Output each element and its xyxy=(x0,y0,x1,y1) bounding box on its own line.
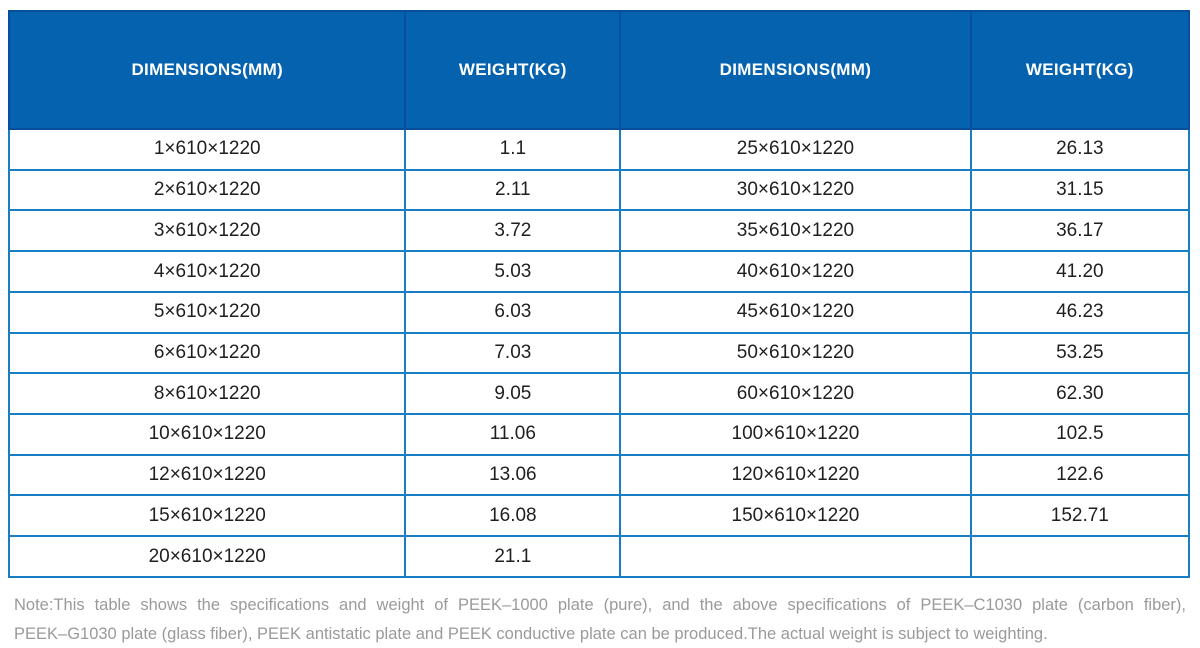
dimensions-cell: 100×610×1220 xyxy=(619,413,972,456)
weight-cell: 1.1 xyxy=(404,128,622,171)
dimensions-cell: 4×610×1220 xyxy=(7,250,407,293)
weight-cell: 31.15 xyxy=(969,168,1191,212)
table-row: 5×610×1220 6.03 45×610×1220 46.23 xyxy=(7,290,1191,334)
table-row: 4×610×1220 5.03 40×610×1220 41.20 xyxy=(7,250,1191,293)
dimensions-cell: 8×610×1220 xyxy=(7,372,407,416)
dimensions-cell: 2×610×1220 xyxy=(7,168,407,212)
header-dimensions-right: DIMENSIONS(MM) xyxy=(619,10,972,130)
weight-cell xyxy=(969,535,1191,578)
dimensions-cell: 3×610×1220 xyxy=(7,209,407,253)
weight-cell: 11.06 xyxy=(404,413,622,456)
weight-cell: 122.6 xyxy=(969,453,1191,497)
weight-cell: 9.05 xyxy=(404,372,622,416)
dimensions-cell: 10×610×1220 xyxy=(7,413,407,456)
weight-cell: 2.11 xyxy=(404,168,622,212)
note-line-2: PEEK–G1030 plate (glass fiber), PEEK ant… xyxy=(14,625,1048,643)
weight-cell: 36.17 xyxy=(969,209,1191,253)
dimensions-cell xyxy=(619,535,972,578)
table-row: 12×610×1220 13.06 120×610×1220 122.6 xyxy=(7,453,1191,497)
header-weight-right: WEIGHT(KG) xyxy=(969,10,1191,130)
dimensions-cell: 15×610×1220 xyxy=(7,494,407,538)
weight-cell: 152.71 xyxy=(969,494,1191,538)
table-row: 2×610×1220 2.11 30×610×1220 31.15 xyxy=(7,168,1191,212)
table-header-row: DIMENSIONS(MM) WEIGHT(KG) DIMENSIONS(MM)… xyxy=(7,10,1191,130)
weight-cell: 7.03 xyxy=(404,331,622,375)
header-dimensions-left: DIMENSIONS(MM) xyxy=(7,10,407,130)
weight-cell: 3.72 xyxy=(404,209,622,253)
weight-cell: 6.03 xyxy=(404,290,622,334)
dimensions-cell: 50×610×1220 xyxy=(619,331,972,375)
weight-cell: 13.06 xyxy=(404,453,622,497)
dimensions-cell: 5×610×1220 xyxy=(7,290,407,334)
dimensions-cell: 1×610×1220 xyxy=(7,128,407,171)
dimensions-cell: 40×610×1220 xyxy=(619,250,972,293)
table-row: 8×610×1220 9.05 60×610×1220 62.30 xyxy=(7,372,1191,416)
weight-cell: 26.13 xyxy=(969,128,1191,171)
weight-cell: 62.30 xyxy=(969,372,1191,416)
note-line-1: Note:This table shows the specifications… xyxy=(14,596,1186,614)
dimensions-cell: 12×610×1220 xyxy=(7,453,407,497)
weight-cell: 53.25 xyxy=(969,331,1191,375)
dimensions-cell: 6×610×1220 xyxy=(7,331,407,375)
table-row: 20×610×1220 21.1 xyxy=(7,535,1191,578)
weight-cell: 5.03 xyxy=(404,250,622,293)
peek-plate-spec-sheet: DIMENSIONS(MM) WEIGHT(KG) DIMENSIONS(MM)… xyxy=(0,10,1200,648)
note-text: Note:This table shows the specifications… xyxy=(14,591,1186,648)
table-body: 1×610×1220 1.1 25×610×1220 26.13 2×610×1220 2… xyxy=(7,128,1191,578)
table-header: DIMENSIONS(MM) WEIGHT(KG) DIMENSIONS(MM)… xyxy=(7,10,1191,130)
table-row: 6×610×1220 7.03 50×610×1220 53.25 xyxy=(7,331,1191,375)
table-row: 3×610×1220 3.72 35×610×1220 36.17 xyxy=(7,209,1191,253)
spec-table: DIMENSIONS(MM) WEIGHT(KG) DIMENSIONS(MM)… xyxy=(7,10,1191,578)
dimensions-cell: 150×610×1220 xyxy=(619,494,972,538)
dimensions-cell: 30×610×1220 xyxy=(619,168,972,212)
dimensions-cell: 25×610×1220 xyxy=(619,128,972,171)
table-row: 15×610×1220 16.08 150×610×1220 152.71 xyxy=(7,494,1191,538)
dimensions-cell: 45×610×1220 xyxy=(619,290,972,334)
weight-cell: 16.08 xyxy=(404,494,622,538)
dimensions-cell: 60×610×1220 xyxy=(619,372,972,416)
table-row: 10×610×1220 11.06 100×610×1220 102.5 xyxy=(7,413,1191,456)
table-row: 1×610×1220 1.1 25×610×1220 26.13 xyxy=(7,128,1191,171)
dimensions-cell: 120×610×1220 xyxy=(619,453,972,497)
weight-cell: 102.5 xyxy=(969,413,1191,456)
dimensions-cell: 35×610×1220 xyxy=(619,209,972,253)
weight-cell: 21.1 xyxy=(404,535,622,578)
weight-cell: 41.20 xyxy=(969,250,1191,293)
header-weight-left: WEIGHT(KG) xyxy=(404,10,622,130)
weight-cell: 46.23 xyxy=(969,290,1191,334)
dimensions-cell: 20×610×1220 xyxy=(7,535,407,578)
